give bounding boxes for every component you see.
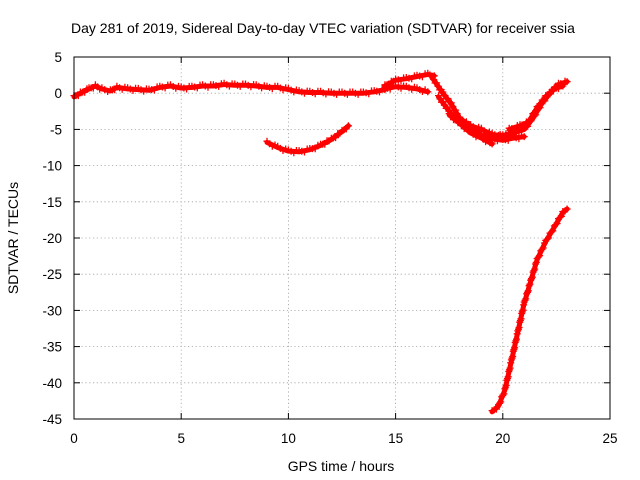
data-point (520, 133, 528, 141)
data-point (553, 220, 561, 227)
y-axis-label: SDTVAR / TECUs (5, 182, 21, 294)
data-point (532, 258, 540, 266)
data-point (545, 234, 552, 242)
data-point (559, 82, 567, 90)
x-tick-label: 0 (70, 431, 78, 446)
data-point (496, 399, 504, 407)
data-point (428, 72, 436, 80)
y-tick-label: -35 (42, 340, 62, 355)
data-point (522, 295, 530, 303)
x-axis-label: GPS time / hours (288, 458, 395, 474)
data-point (528, 275, 535, 283)
data-point (502, 381, 510, 389)
data-point (430, 76, 438, 83)
data-point (492, 405, 500, 413)
data-point (528, 273, 536, 281)
data-point (526, 116, 534, 124)
series-arc-steep (488, 205, 571, 415)
data-point (563, 78, 571, 86)
data-point (447, 99, 455, 107)
x-tick-label: 20 (495, 431, 510, 446)
data-point (527, 115, 535, 122)
data-point (524, 288, 531, 296)
data-point (524, 287, 532, 295)
data-point (546, 90, 554, 98)
x-tick-label: 5 (177, 431, 185, 446)
data-point (536, 252, 544, 260)
data-point (499, 391, 507, 399)
data-point (547, 228, 555, 236)
data-point (424, 88, 432, 96)
data-point (534, 253, 542, 261)
chart-title: Day 281 of 2019, Sidereal Day-to-day VTE… (71, 20, 575, 36)
y-tick-label: -30 (42, 303, 62, 318)
data-point (531, 265, 539, 273)
data-point (332, 134, 340, 142)
data-point (523, 290, 531, 298)
data-point (449, 103, 457, 110)
data-series (70, 69, 571, 415)
x-tick-labels: 0 5 10 15 20 25 (70, 431, 617, 446)
data-point (518, 308, 526, 316)
data-point (529, 268, 537, 276)
y-tick-label: 0 (54, 86, 62, 101)
data-point (543, 235, 551, 243)
y-tick-label: -25 (42, 267, 62, 282)
data-point (525, 282, 533, 290)
data-point (521, 296, 529, 304)
data-point (111, 86, 119, 94)
data-point (552, 221, 560, 229)
data-point (497, 398, 505, 406)
data-point (439, 98, 447, 106)
y-tick-label: -40 (42, 376, 62, 391)
data-point (532, 260, 539, 268)
data-point (513, 335, 520, 343)
series-arc-night (263, 122, 352, 157)
data-point (433, 79, 441, 87)
data-point (539, 244, 547, 252)
data-point (520, 298, 528, 306)
data-point (527, 276, 535, 284)
data-point (530, 109, 538, 116)
y-tick-label: -5 (50, 122, 62, 137)
data-point (557, 212, 565, 220)
data-point (563, 205, 571, 213)
y-tick-label: -45 (42, 412, 62, 427)
y-tick-label: -10 (42, 159, 62, 174)
data-point (434, 82, 442, 90)
data-point (532, 107, 540, 115)
series-arc-recovery-b (505, 82, 567, 133)
x-tick-label: 25 (602, 431, 617, 446)
data-point (500, 390, 508, 398)
data-point (344, 122, 352, 130)
y-tick-label: 5 (54, 50, 62, 65)
data-point (538, 245, 546, 253)
y-tick-label: -15 (42, 195, 62, 210)
series-arc-dip-c (445, 110, 496, 148)
data-point (488, 140, 496, 148)
data-point (435, 92, 442, 100)
plot-frame (73, 56, 611, 420)
x-tick-label: 10 (281, 431, 296, 446)
data-point (549, 227, 557, 235)
series-arc-afternoon-b (381, 82, 432, 96)
data-point (556, 214, 564, 221)
data-point (530, 267, 538, 275)
data-point (74, 92, 82, 100)
data-point (537, 101, 544, 108)
x-tick-label: 15 (388, 431, 403, 446)
y-tick-labels: 5 0 -5 -10 -15 -20 -25 -30 -35 -40 -45 (42, 50, 62, 427)
data-point (452, 106, 460, 114)
data-point (517, 315, 525, 323)
data-point (526, 280, 534, 288)
series-arc-main-early (70, 79, 389, 100)
y-tick-label: -20 (42, 231, 62, 246)
